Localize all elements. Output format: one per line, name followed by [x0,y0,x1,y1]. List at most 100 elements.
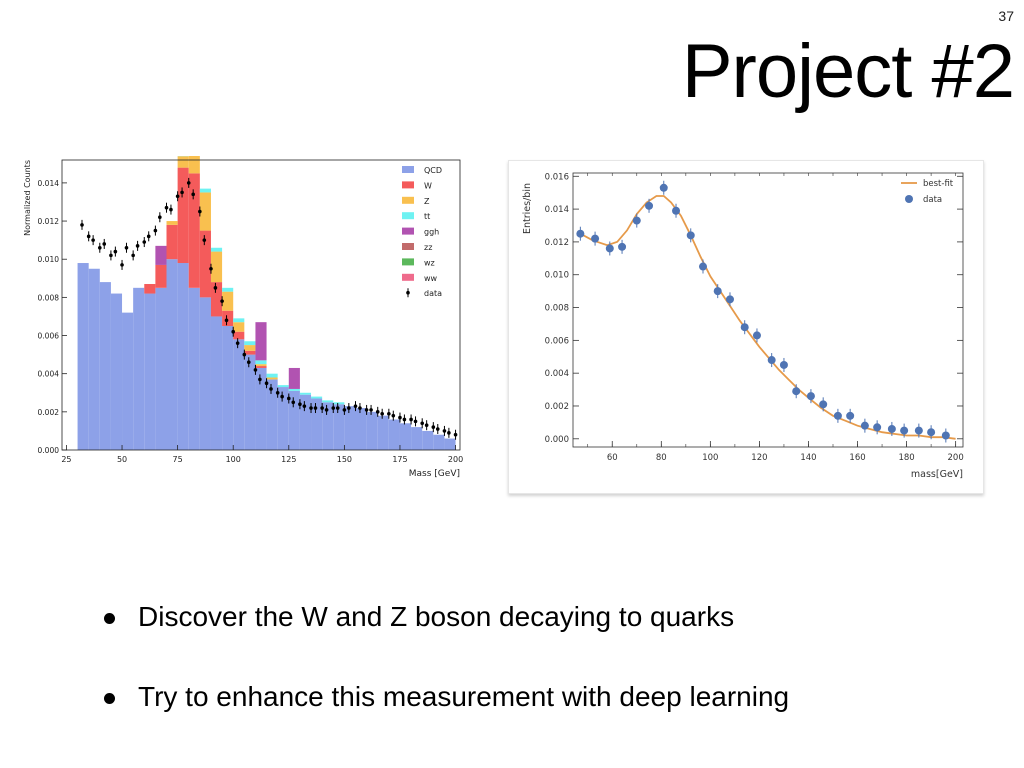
x-tick-label: 125 [281,455,296,464]
bar-Z [210,251,223,283]
data-point [246,360,251,365]
legend-data-marker [406,290,410,295]
x-tick-label: 150 [337,455,352,464]
bullet-item: Try to enhance this measurement with dee… [100,680,789,760]
bar-Z [233,322,245,332]
bar-tt [311,396,323,399]
data-point [209,266,213,271]
x-tick-label: 200 [448,455,463,464]
data-point [180,190,184,195]
bullet-dot-icon [104,613,115,624]
legend-swatch-ggh [402,227,414,235]
bar-tt [322,400,334,403]
bar-QCD [210,316,223,450]
data-point [253,368,258,372]
histogram-svg: 25 50 75 100 125 150 175 200 0.000 0.002 0.004 0.00… [23,146,463,479]
bar-W [210,282,223,317]
x-tick-label: 200 [948,453,964,463]
bar-W [166,224,178,260]
bar-QCD [333,404,345,450]
bar-QCD [77,263,89,450]
data-point [576,229,585,238]
data-point [860,421,869,430]
data-point [191,192,195,197]
legend-label: zz [424,243,432,252]
legend-data-marker [905,195,913,203]
y-tick-label: 0.004 [545,369,569,379]
legend-swatch-wz [402,258,414,266]
bar-QCD [411,427,423,450]
fit-plot-svg: 60 80 100 120 140 160 180 200 0.000 0.002 0.004 0.0… [522,172,964,480]
data-point [873,423,882,432]
data-point [235,341,240,345]
x-tick-label: 80 [656,453,667,463]
bar-QCD [199,297,211,450]
bar-QCD [444,438,456,450]
data-point [453,432,458,437]
data-point [80,223,84,227]
bar-tt [288,388,300,391]
data-point [424,423,429,427]
y-tick-label: 0.008 [38,293,60,302]
x-tick-label: 180 [898,453,914,463]
data-point [713,287,722,296]
bar-QCD [155,287,167,450]
data-point [347,406,351,410]
bar-QCD [366,411,378,450]
data-point [86,234,91,239]
x-tick-label: 120 [751,453,767,463]
data-point [659,183,668,192]
x-tick-label: 50 [117,455,127,464]
data-point [142,240,147,244]
y-tick-label: 0.012 [545,238,569,248]
data-point [605,244,614,253]
legend-swatch-Z [402,196,414,204]
bullet-dot-icon [104,693,115,704]
bar-tt [244,341,256,346]
y-tick-label: 0.000 [38,446,60,455]
data-point [413,419,418,424]
bar-tt [277,385,289,388]
y-tick-label: 0.006 [545,336,569,346]
bullet-text: Discover the W and Z boson decaying to q… [138,601,735,632]
bar-tt [255,360,267,365]
y-axis-label: Normalized Counts [23,160,32,236]
data-point [779,360,788,369]
mass-fit-plot: 60 80 100 120 140 160 180 200 0.000 0.002 0.004 0.0… [508,160,984,494]
data-point [113,249,118,254]
legend-label: Z [424,197,430,206]
fit-curve [579,195,956,440]
data-point [900,426,909,435]
bar-W [199,230,211,298]
data-point [335,406,340,410]
data-point [280,394,284,399]
legend-label: tt [424,212,430,221]
data-point [740,323,749,332]
data-point [391,413,396,418]
bar-tt [299,392,312,395]
data-point [186,181,191,185]
bar-W [188,173,200,288]
data-point [672,206,681,215]
data-point [224,318,229,323]
data-point [342,408,347,412]
plot-frame [572,172,964,448]
bar-QCD [399,423,412,450]
y-tick-label: 0.006 [38,332,60,341]
bar-QCD [222,325,234,450]
x-tick-label: 100 [226,455,241,464]
bar-tt [266,373,278,378]
slide-number: 37 [998,8,1014,24]
legend-label: ww [424,274,438,283]
bar-W [144,284,156,294]
data-point [320,406,324,410]
bar-ggh [255,322,267,361]
data-point [231,329,236,334]
data-point [819,400,828,409]
bar-QCD [244,354,256,450]
data-point [264,381,269,386]
data-point [686,231,695,240]
data-point [398,415,402,420]
bullet-text: Try to enhance this measurement with dee… [138,681,790,712]
bar-tt [333,402,345,405]
